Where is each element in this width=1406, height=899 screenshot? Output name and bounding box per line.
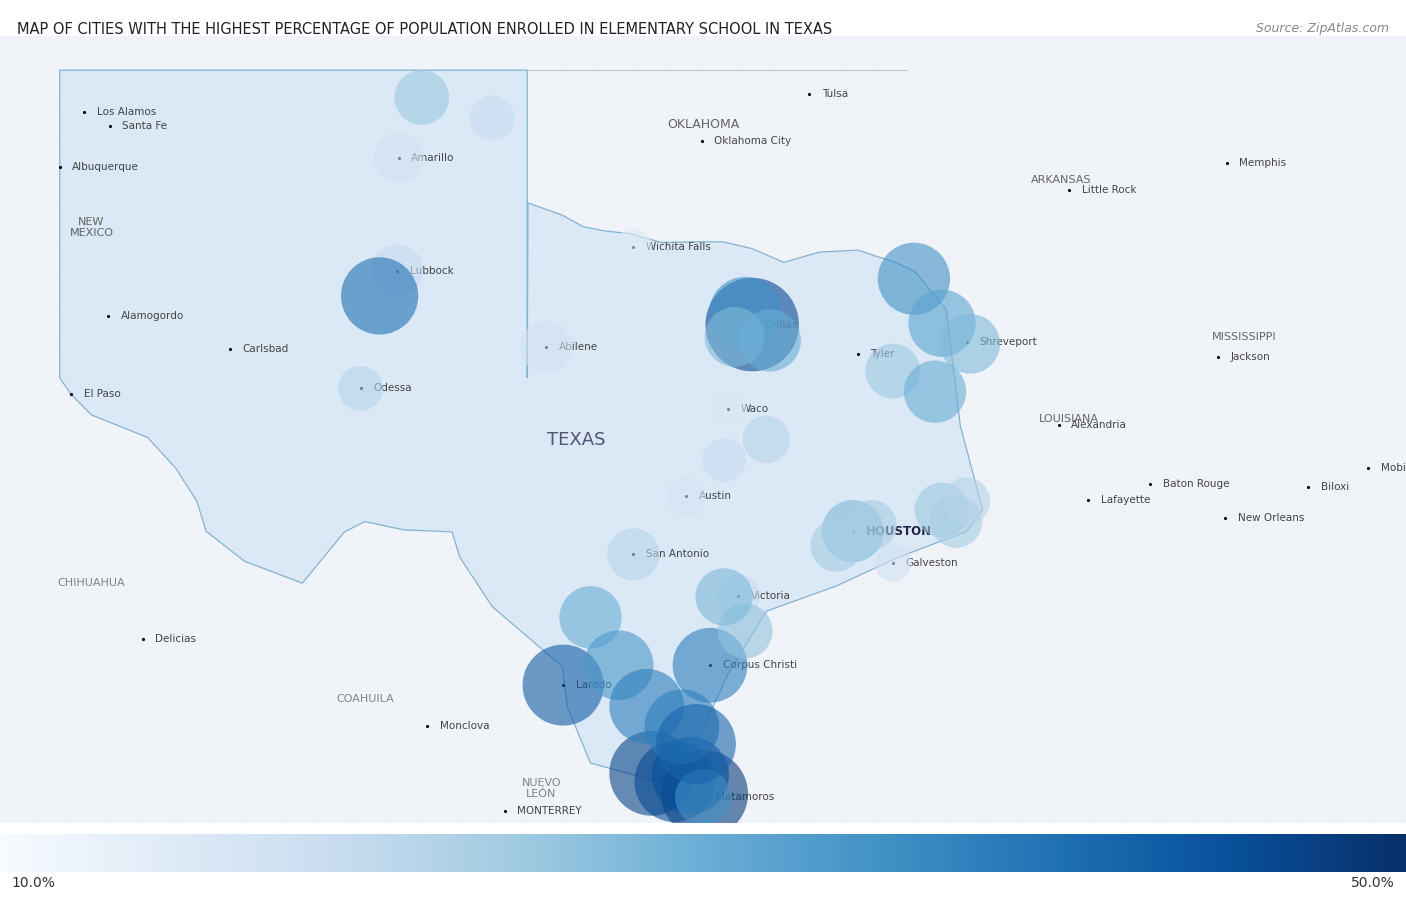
Text: Source: ZipAtlas.com: Source: ZipAtlas.com: [1256, 22, 1389, 35]
Text: HOUSTON: HOUSTON: [866, 525, 932, 538]
Text: Little Rock: Little Rock: [1083, 185, 1136, 195]
Text: Biloxi: Biloxi: [1322, 483, 1350, 493]
Text: Albuquerque: Albuquerque: [73, 163, 139, 173]
Point: [741, 317, 763, 332]
Text: Galveston: Galveston: [905, 557, 957, 567]
Text: Abilene: Abilene: [560, 343, 598, 352]
Text: COAHUILA: COAHUILA: [336, 694, 395, 705]
Text: ARKANSAS: ARKANSAS: [1031, 174, 1092, 184]
Point: [623, 547, 645, 562]
Point: [607, 658, 630, 672]
Point: [388, 150, 411, 165]
Text: Tyler: Tyler: [870, 349, 894, 359]
Point: [675, 489, 697, 503]
Point: [931, 316, 953, 331]
Text: NEW
MEXICO: NEW MEXICO: [69, 217, 114, 238]
Text: Shreveport: Shreveport: [980, 337, 1038, 347]
Point: [553, 678, 575, 692]
Text: Los Alamos: Los Alamos: [97, 107, 156, 117]
Point: [481, 111, 503, 125]
Text: 10.0%: 10.0%: [11, 876, 55, 890]
Point: [825, 539, 848, 553]
Text: Laredo: Laredo: [576, 681, 612, 690]
Point: [579, 610, 602, 625]
Text: Jackson: Jackson: [1230, 352, 1270, 362]
Text: Waco: Waco: [741, 404, 769, 414]
Point: [679, 769, 702, 783]
Point: [945, 514, 967, 529]
Text: Baton Rouge: Baton Rouge: [1163, 479, 1229, 489]
Text: San Antonio: San Antonio: [647, 549, 709, 559]
Point: [664, 774, 686, 788]
Point: [699, 658, 721, 672]
Point: [727, 589, 749, 603]
Text: Dallas: Dallas: [765, 320, 797, 330]
Point: [924, 385, 946, 399]
Text: Delicias: Delicias: [156, 634, 197, 644]
Point: [755, 432, 778, 447]
Point: [717, 402, 740, 416]
Point: [724, 330, 747, 344]
Text: Amarillo: Amarillo: [412, 153, 454, 163]
Point: [534, 340, 557, 354]
Text: TEXAS: TEXAS: [547, 431, 606, 449]
Text: Wichita Falls: Wichita Falls: [647, 243, 711, 253]
Point: [692, 790, 714, 805]
Point: [903, 271, 925, 286]
Text: MAP OF CITIES WITH THE HIGHEST PERCENTAGE OF POPULATION ENROLLED IN ELEMENTARY S: MAP OF CITIES WITH THE HIGHEST PERCENTAG…: [17, 22, 832, 38]
Point: [931, 503, 953, 517]
Text: 50.0%: 50.0%: [1351, 876, 1395, 890]
Point: [368, 289, 391, 303]
Point: [685, 737, 707, 752]
Text: Santa Fe: Santa Fe: [122, 120, 167, 130]
Text: Alexandria: Alexandria: [1071, 420, 1128, 430]
Point: [882, 556, 904, 570]
Text: Corpus Christi: Corpus Christi: [723, 660, 797, 671]
Text: New Orleans: New Orleans: [1239, 513, 1305, 523]
Text: MONTERREY: MONTERREY: [517, 806, 582, 816]
Point: [841, 524, 863, 539]
Point: [956, 494, 979, 508]
Point: [636, 699, 658, 714]
Text: Lubbock: Lubbock: [411, 265, 454, 276]
Point: [959, 336, 981, 351]
Point: [387, 263, 409, 278]
Point: [734, 306, 756, 320]
Point: [860, 518, 883, 532]
Point: [693, 787, 716, 801]
Point: [411, 90, 433, 104]
Text: OKLAHOMA: OKLAHOMA: [666, 119, 740, 131]
Point: [671, 719, 693, 734]
Text: Austin: Austin: [699, 492, 731, 502]
Text: Odessa: Odessa: [374, 383, 412, 393]
Text: El Paso: El Paso: [84, 389, 121, 399]
Point: [640, 766, 662, 780]
Text: Matamoros: Matamoros: [716, 792, 773, 802]
Text: Memphis: Memphis: [1240, 157, 1286, 167]
Text: Victoria: Victoria: [751, 592, 790, 601]
Point: [623, 240, 645, 254]
Text: LOUISIANA: LOUISIANA: [1039, 414, 1098, 424]
Point: [713, 590, 735, 604]
Text: Mobile: Mobile: [1381, 463, 1406, 473]
Polygon shape: [60, 70, 983, 784]
Point: [350, 381, 373, 396]
Point: [759, 334, 782, 348]
Text: MISSISSIPPI: MISSISSIPPI: [1212, 332, 1277, 342]
Text: CHIHUAHUA: CHIHUAHUA: [58, 578, 125, 588]
Text: Tulsa: Tulsa: [823, 89, 848, 99]
Text: Alamogordo: Alamogordo: [121, 311, 184, 322]
Text: Carlsbad: Carlsbad: [243, 344, 288, 354]
Text: Monclova: Monclova: [440, 721, 489, 731]
Point: [734, 624, 756, 638]
Text: NUEVO
LEÓN: NUEVO LEÓN: [522, 778, 561, 799]
Text: Lafayette: Lafayette: [1101, 494, 1150, 504]
Point: [882, 364, 904, 378]
Point: [713, 453, 735, 467]
Text: Oklahoma City: Oklahoma City: [714, 136, 792, 146]
